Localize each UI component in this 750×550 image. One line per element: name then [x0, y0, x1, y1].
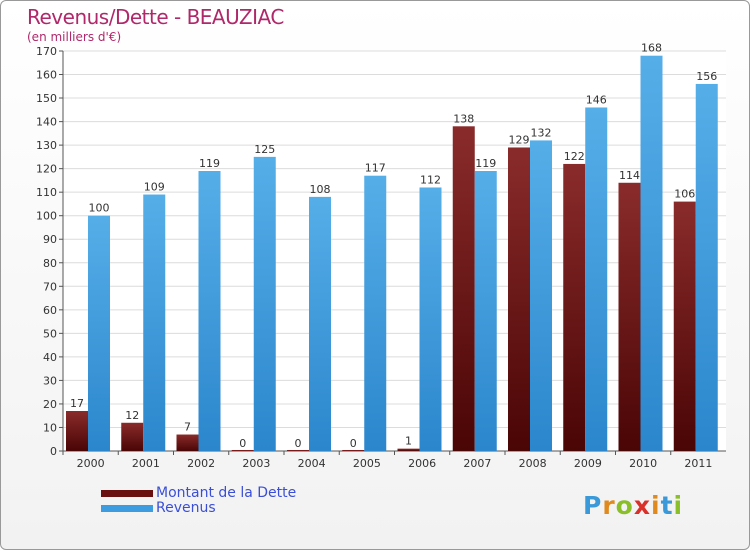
- bar-dette: [508, 147, 530, 451]
- logo-letter: P: [583, 491, 603, 520]
- data-label: 7: [184, 421, 191, 434]
- data-label: 112: [420, 173, 441, 186]
- y-tick-label: 70: [43, 280, 57, 293]
- bar-dette: [397, 448, 420, 451]
- y-tick-label: 0: [50, 445, 57, 458]
- y-tick-label: 40: [43, 351, 57, 364]
- bar-dette: [121, 422, 144, 451]
- data-label: 106: [674, 188, 695, 201]
- bar-revenus: [309, 196, 331, 451]
- bar-revenus: [640, 55, 663, 452]
- x-tick-label: 2005: [353, 457, 381, 470]
- data-label: 119: [475, 157, 496, 170]
- data-label: 12: [125, 409, 139, 422]
- data-label: 0: [295, 437, 302, 450]
- data-label: 156: [696, 70, 717, 83]
- data-label: 114: [619, 169, 640, 182]
- y-tick-label: 110: [36, 186, 57, 199]
- y-tick-label: 30: [43, 374, 57, 387]
- data-label: 1: [405, 435, 412, 448]
- bar-revenus: [88, 215, 110, 451]
- y-tick-label: 100: [36, 210, 57, 223]
- bar-dette: [342, 450, 365, 451]
- data-label: 146: [586, 93, 607, 106]
- data-label: 17: [70, 397, 84, 410]
- bar-revenus: [143, 194, 166, 451]
- x-tick-label: 2002: [187, 457, 215, 470]
- x-tick-label: 2000: [77, 457, 105, 470]
- y-tick-label: 80: [43, 257, 57, 270]
- y-tick-label: 50: [43, 327, 57, 340]
- data-label: 122: [564, 150, 585, 163]
- bar-revenus: [585, 107, 608, 452]
- bar-revenus: [198, 171, 221, 451]
- bar-dette: [66, 411, 88, 451]
- data-label: 132: [531, 126, 552, 139]
- data-label: 117: [365, 162, 386, 175]
- y-tick-label: 20: [43, 398, 57, 411]
- bar-dette: [287, 450, 309, 451]
- bar-dette: [452, 126, 475, 451]
- chart-title: Revenus/Dette - BEAUZIAC: [27, 5, 284, 29]
- y-tick-label: 130: [36, 139, 57, 152]
- y-tick-label: 160: [36, 69, 57, 82]
- data-label: 138: [453, 112, 474, 125]
- bar-revenus: [364, 175, 387, 452]
- bar-revenus: [419, 187, 442, 451]
- x-tick-label: 2003: [242, 457, 270, 470]
- logo-letter: i: [673, 491, 684, 520]
- bar-revenus: [530, 140, 552, 452]
- y-tick-label: 150: [36, 92, 57, 105]
- proxiti-logo: Proxiti: [583, 491, 683, 520]
- data-label: 0: [350, 437, 357, 450]
- y-tick-label: 90: [43, 233, 57, 246]
- x-tick-label: 2010: [629, 457, 657, 470]
- logo-letter: t: [660, 491, 674, 520]
- x-tick-label: 2006: [408, 457, 436, 470]
- x-tick-label: 2007: [463, 457, 491, 470]
- data-label: 108: [310, 183, 331, 196]
- x-tick-label: 2009: [574, 457, 602, 470]
- y-tick-label: 60: [43, 304, 57, 317]
- data-label: 109: [144, 181, 165, 194]
- y-tick-label: 120: [36, 163, 57, 176]
- chart-subtitle: (en milliers d'€): [27, 30, 122, 44]
- logo-letter: r: [602, 491, 616, 520]
- legend-label-dette: Montant de la Dette: [156, 485, 297, 501]
- bar-dette: [673, 201, 696, 451]
- y-tick-label: 10: [43, 421, 57, 434]
- y-tick-label: 140: [36, 116, 57, 129]
- data-label: 129: [509, 133, 530, 146]
- x-tick-label: 2011: [684, 457, 712, 470]
- data-label: 100: [89, 202, 110, 215]
- y-tick-label: 170: [36, 45, 57, 58]
- bar-dette: [176, 434, 199, 451]
- legend-swatch-dette: [101, 490, 153, 497]
- bar-revenus: [253, 156, 276, 451]
- x-tick-label: 2008: [519, 457, 547, 470]
- data-label: 168: [641, 42, 662, 55]
- logo-letter: x: [633, 491, 651, 520]
- data-label: 0: [239, 437, 246, 450]
- bar-dette: [231, 450, 254, 451]
- bar-dette: [563, 163, 586, 452]
- legend-swatch-revenus: [101, 505, 153, 512]
- data-label: 125: [254, 143, 275, 156]
- bar-dette: [618, 182, 641, 451]
- logo-letter: o: [615, 491, 634, 520]
- legend-label-revenus: Revenus: [156, 500, 216, 516]
- x-tick-label: 2001: [132, 457, 160, 470]
- x-tick-label: 2004: [298, 457, 326, 470]
- bar-revenus: [695, 83, 718, 452]
- logo-letter: i: [651, 491, 661, 520]
- data-label: 119: [199, 157, 220, 170]
- plot-area: [63, 51, 726, 451]
- bar-revenus: [474, 171, 497, 451]
